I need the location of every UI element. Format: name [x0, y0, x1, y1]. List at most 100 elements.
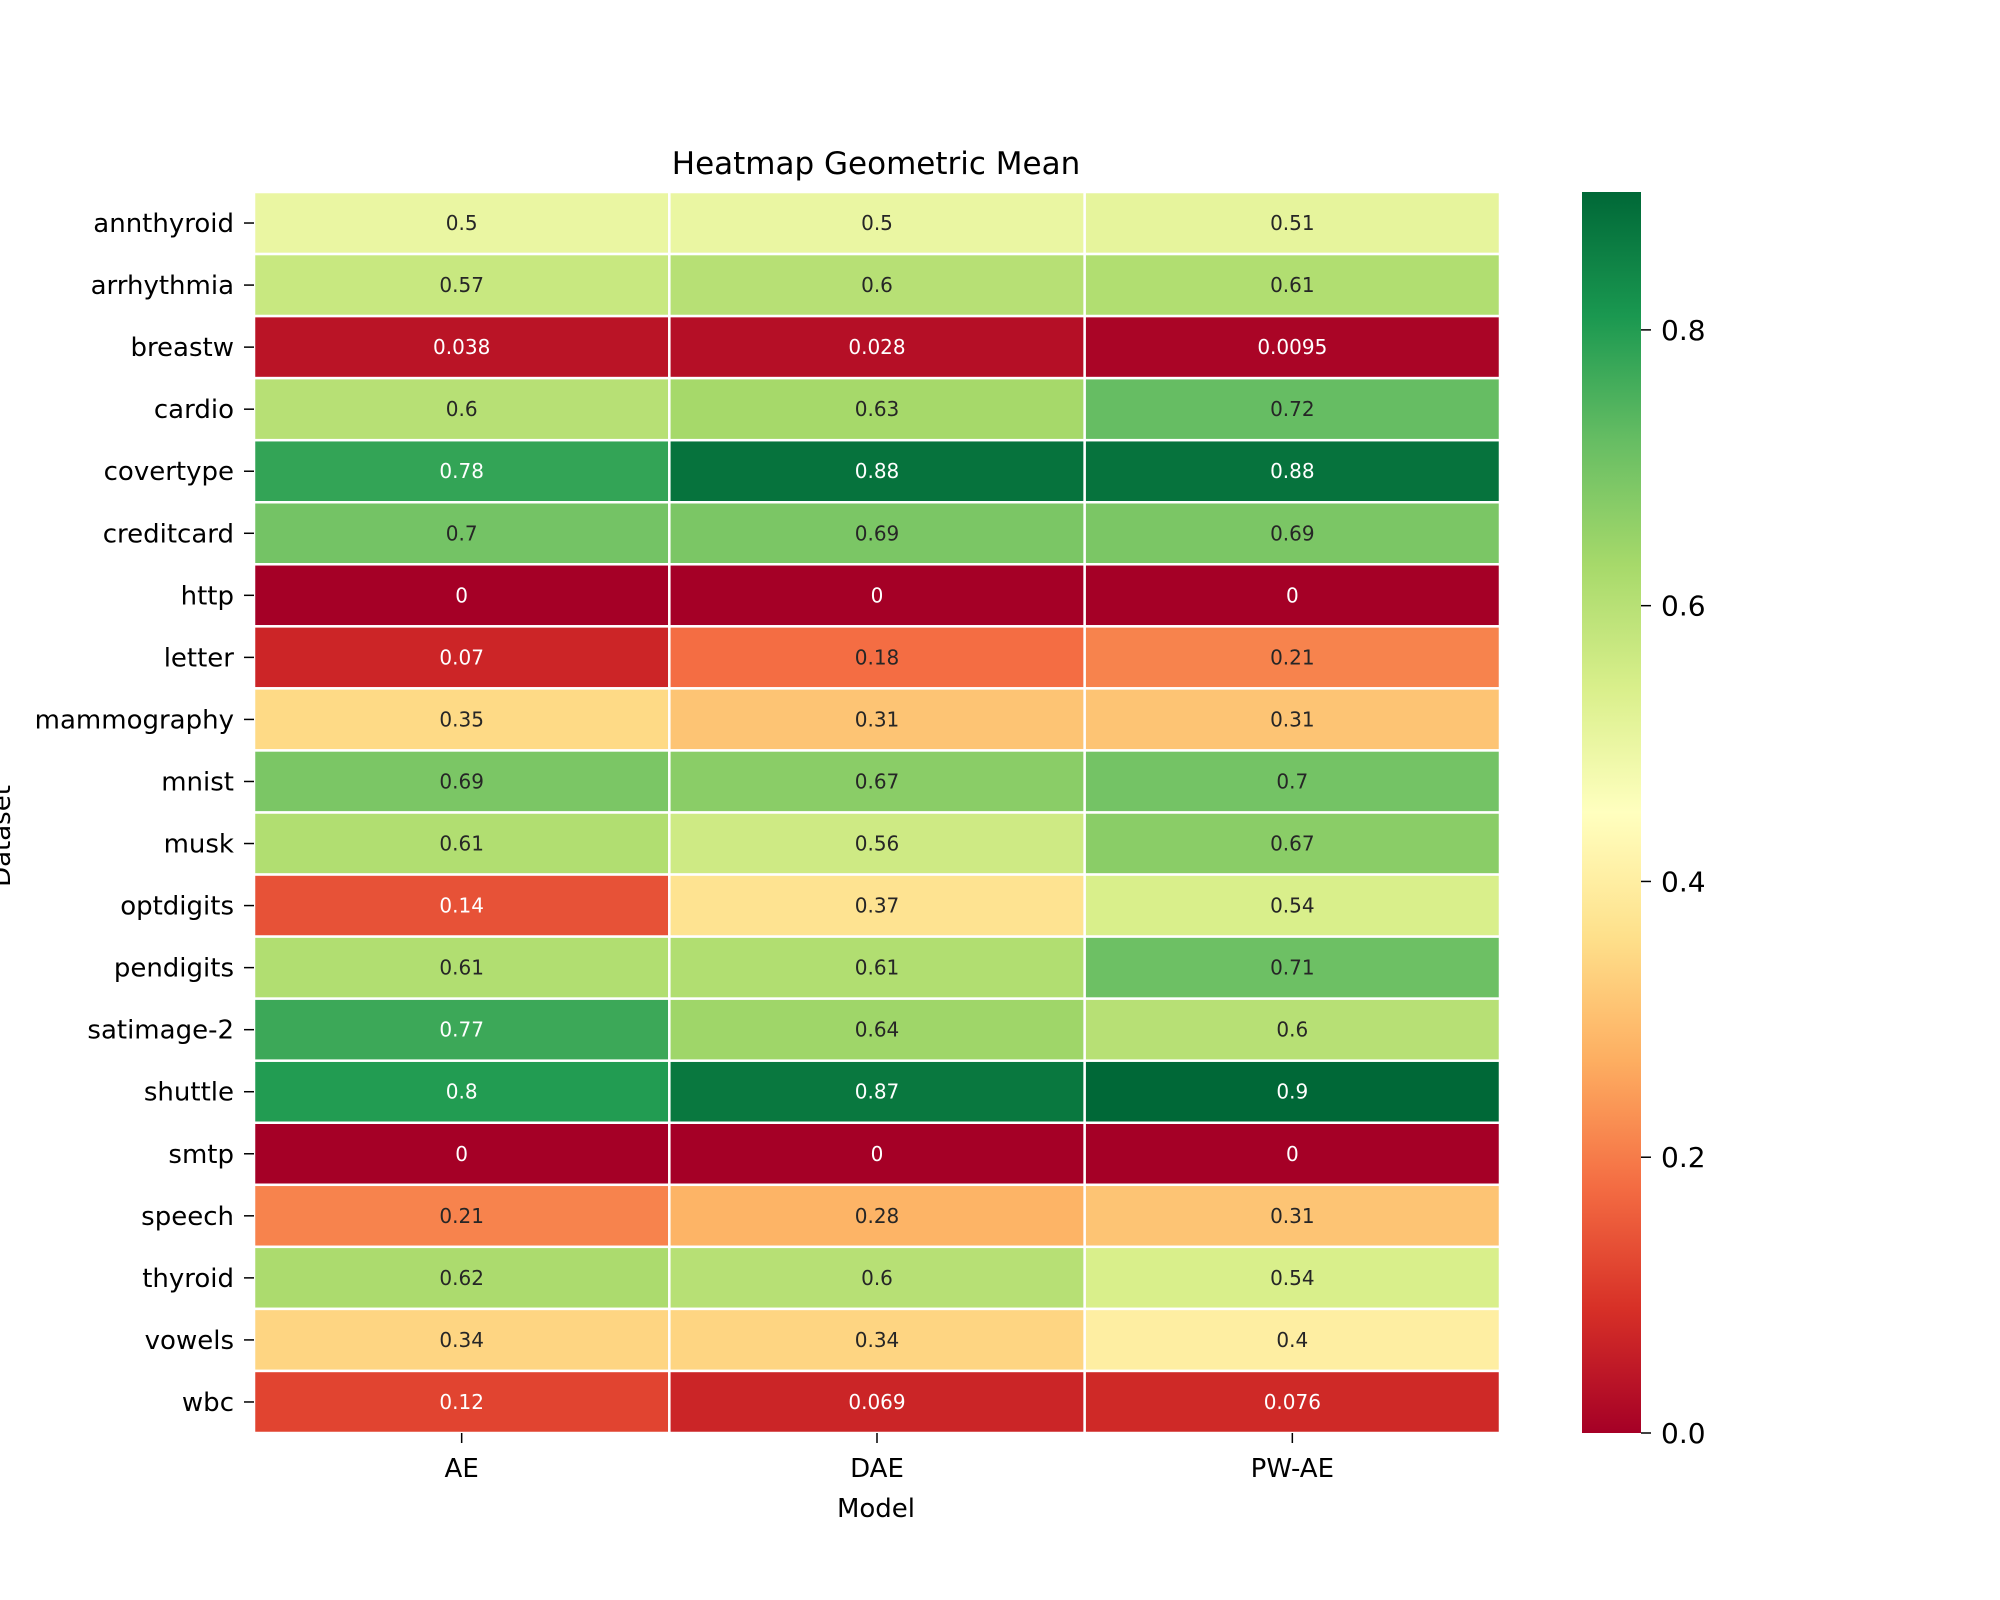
y-tick-label: thyroid	[142, 1264, 234, 1294]
y-tick-label: speech	[141, 1202, 234, 1232]
heatmap-cell	[1083, 811, 1502, 876]
cell-value-label: 0.67	[855, 769, 900, 793]
cell-value-label: 0.6	[861, 273, 893, 297]
cell-value-label: 0.31	[1270, 707, 1315, 731]
heatmap-cell	[668, 501, 1086, 566]
y-tick-label: vowels	[145, 1326, 234, 1356]
y-tick-label: mammography	[35, 705, 234, 735]
chart-title: Heatmap Geometric Mean	[672, 146, 1080, 182]
cell-value-label: 0.78	[439, 459, 484, 483]
cell-value-label: 0.5	[446, 211, 478, 235]
colorbar-tick-label: 0.2	[1661, 1141, 1706, 1174]
y-tick-label: cardio	[154, 395, 234, 425]
heatmap-cell	[1083, 1183, 1502, 1249]
cell-value-label: 0.076	[1264, 1390, 1321, 1414]
cell-value-label: 0.87	[855, 1080, 900, 1104]
cell-value-label: 0.5	[861, 211, 893, 235]
cell-value-label: 0.6	[861, 1266, 893, 1290]
cell-value-label: 0.34	[855, 1328, 900, 1352]
cell-value-label: 0.4	[1276, 1328, 1308, 1352]
cell-value-label: 0.31	[1270, 1204, 1315, 1228]
y-tick-label: covertype	[104, 457, 234, 487]
cell-value-label: 0.31	[855, 707, 900, 731]
cell-value-label: 0.028	[848, 335, 905, 359]
heatmap-cell	[252, 935, 671, 1000]
cell-value-label: 0.37	[855, 894, 900, 918]
heatmap-cell	[252, 997, 671, 1062]
heatmap-cell	[668, 1245, 1086, 1311]
y-tick-label: musk	[164, 830, 234, 860]
heatmap-cell	[252, 563, 671, 628]
cell-value-label: 0.18	[855, 645, 900, 669]
y-tick-label: breastw	[130, 333, 234, 363]
colorbar-tick-label: 0.4	[1661, 865, 1706, 898]
y-tick-label: satimage-2	[87, 1016, 234, 1046]
heatmap-cell	[252, 190, 671, 256]
cell-value-label: 0.69	[1270, 521, 1315, 545]
heatmap-cell	[1083, 1059, 1502, 1124]
cell-value-label: 0.21	[1270, 645, 1315, 669]
y-axis-label: Dataset	[0, 785, 17, 887]
heatmap-cell	[668, 314, 1086, 380]
cell-value-label: 0.63	[855, 397, 900, 421]
colorbar: 0.0 0.2 0.4 0.6 0.8	[1582, 192, 1706, 1450]
cell-value-label: 0.67	[1270, 832, 1315, 856]
cell-value-label: 0.069	[848, 1390, 905, 1414]
cell-value-label: 0	[871, 1142, 884, 1166]
heatmap-cell	[668, 1121, 1086, 1187]
heatmap-cell	[1083, 563, 1502, 628]
x-tick-label: DAE	[850, 1454, 904, 1484]
cell-value-label: 0.6	[1276, 1018, 1308, 1042]
cell-value-label: 0.69	[855, 521, 900, 545]
heatmap-cell	[1083, 252, 1502, 318]
x-axis-label: Model	[837, 1494, 915, 1524]
heatmap-cell	[1083, 749, 1502, 814]
cell-value-label: 0.12	[439, 1390, 484, 1414]
cell-value-label: 0.69	[439, 769, 484, 793]
cell-value-label: 0	[1286, 583, 1299, 607]
heatmap-cell	[668, 438, 1086, 504]
cell-value-label: 0.35	[439, 707, 484, 731]
heatmap-cell	[252, 625, 671, 690]
cell-value-label: 0	[1286, 1142, 1299, 1166]
heatmap-cell	[668, 1183, 1086, 1249]
y-tick-label: annthyroid	[93, 209, 234, 239]
x-axis: AE DAE PW-AE	[445, 1433, 1334, 1484]
colorbar-tick-label: 0.8	[1661, 314, 1706, 347]
heatmap-cells: 0.5 0.5 0.51 0.57 0.6 0.61 0.038 0.028 0.0095 0.6…	[252, 190, 1502, 1435]
cell-value-label: 0	[871, 583, 884, 607]
heatmap-cell	[1083, 1121, 1502, 1187]
y-tick-label: pendigits	[114, 954, 234, 984]
cell-value-label: 0.7	[1276, 769, 1308, 793]
heatmap-cell	[252, 1121, 671, 1187]
y-tick-label: optdigits	[120, 892, 234, 922]
cell-value-label: 0.61	[439, 956, 484, 980]
cell-value-label: 0	[455, 1142, 468, 1166]
heatmap-cell	[252, 1183, 671, 1249]
y-tick-label: shuttle	[144, 1078, 234, 1108]
heatmap-cell	[252, 811, 671, 876]
heatmap-cell	[252, 1307, 671, 1373]
cell-value-label: 0.14	[439, 894, 484, 918]
cell-value-label: 0.9	[1276, 1080, 1308, 1104]
cell-value-label: 0.61	[855, 956, 900, 980]
cell-value-label: 0.34	[439, 1328, 484, 1352]
y-tick-label: wbc	[182, 1388, 234, 1418]
heatmap-cell	[668, 1369, 1086, 1435]
cell-value-label: 0.07	[439, 645, 484, 669]
y-tick-label: smtp	[168, 1140, 234, 1170]
cell-value-label: 0.61	[1270, 273, 1315, 297]
heatmap-cell	[252, 376, 671, 442]
cell-value-label: 0.51	[1270, 211, 1315, 235]
heatmap-cell	[1083, 501, 1502, 566]
heatmap-cell	[1083, 997, 1502, 1062]
heatmap-cell	[668, 625, 1086, 690]
heatmap-cell	[668, 1307, 1086, 1373]
y-tick-label: mnist	[161, 767, 234, 797]
cell-value-label: 0.21	[439, 1204, 484, 1228]
cell-value-label: 0.77	[439, 1018, 484, 1042]
heatmap-cell	[1083, 873, 1502, 938]
cell-value-label: 0.28	[855, 1204, 900, 1228]
cell-value-label: 0.6	[446, 397, 478, 421]
heatmap-cell	[1083, 625, 1502, 690]
